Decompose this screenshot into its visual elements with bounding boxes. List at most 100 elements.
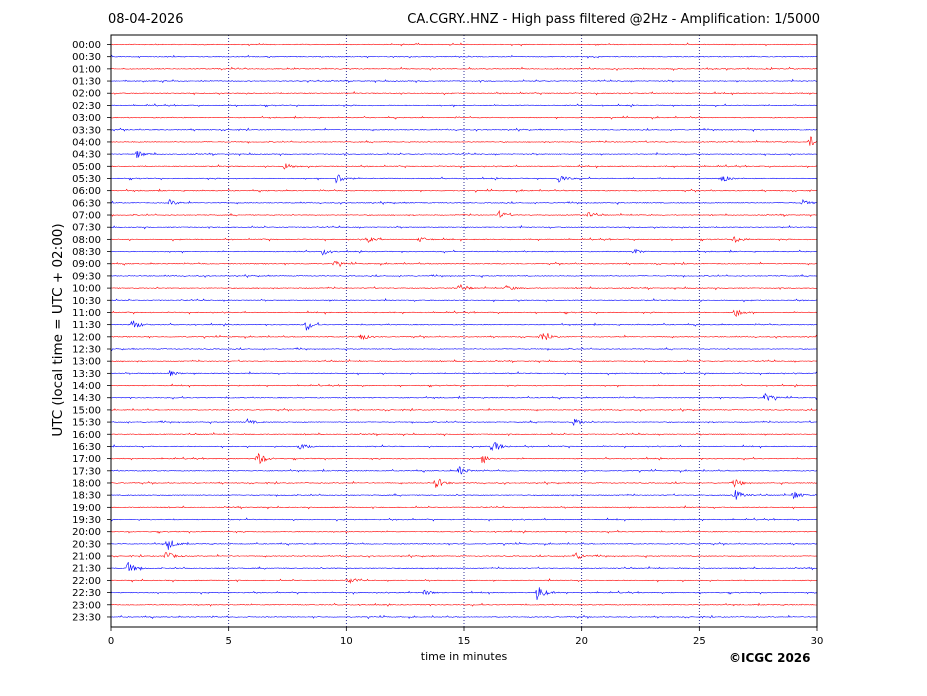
y-tick-label: 23:30 xyxy=(72,612,101,623)
trace-1530 xyxy=(110,418,818,427)
y-tick-label: 14:30 xyxy=(72,393,101,404)
trace-0400 xyxy=(110,136,818,146)
x-tick-label: 30 xyxy=(811,636,824,647)
x-tick-label: 20 xyxy=(575,636,588,647)
y-tick-label: 07:00 xyxy=(72,211,101,222)
y-tick-label: 00:00 xyxy=(72,40,101,51)
x-tick-label: 25 xyxy=(693,636,706,647)
trace-1330 xyxy=(110,370,818,377)
trace-2000 xyxy=(110,529,818,534)
y-tick-label: 09:00 xyxy=(72,259,101,270)
copyright-label: ©ICGC 2026 xyxy=(729,651,811,665)
y-tick-label: 19:00 xyxy=(72,503,101,514)
y-tick-label: 13:00 xyxy=(72,357,101,368)
trace-0130 xyxy=(110,78,818,84)
trace-0830 xyxy=(110,248,818,256)
y-tick-label: 11:00 xyxy=(72,308,101,319)
trace-1400 xyxy=(110,383,818,388)
trace-1200 xyxy=(111,333,818,341)
y-tick-label: 20:00 xyxy=(72,527,101,538)
trace-0030 xyxy=(110,54,818,59)
y-tick-label: 19:30 xyxy=(72,515,101,526)
trace-0000 xyxy=(110,42,818,47)
trace-0930 xyxy=(110,273,818,279)
y-tick-label: 06:00 xyxy=(72,186,101,197)
trace-1630 xyxy=(110,442,817,452)
y-tick-label: 08:30 xyxy=(72,247,101,258)
y-tick-label: 04:00 xyxy=(72,137,101,148)
trace-1900 xyxy=(111,505,818,510)
trace-0800 xyxy=(110,236,818,243)
y-tick-label: 01:00 xyxy=(72,64,101,75)
trace-1230 xyxy=(110,347,818,352)
trace-2300 xyxy=(110,602,817,607)
x-tick-label: 5 xyxy=(225,636,231,647)
y-tick-label: 02:30 xyxy=(72,101,101,112)
trace-0230 xyxy=(110,103,817,108)
trace-0300 xyxy=(110,115,818,120)
trace-1130 xyxy=(110,320,818,331)
trace-2130 xyxy=(110,561,818,572)
y-tick-label: 09:30 xyxy=(72,271,101,282)
x-axis-label: time in minutes xyxy=(420,650,508,663)
trace-0530 xyxy=(110,174,818,184)
trace-2200 xyxy=(110,578,818,584)
trace-1830 xyxy=(110,489,818,500)
trace-0100 xyxy=(110,66,818,72)
x-tick-label: 15 xyxy=(458,636,471,647)
y-tick-label: 23:00 xyxy=(72,600,101,611)
trace-1100 xyxy=(110,309,818,318)
trace-1500 xyxy=(110,407,818,413)
y-tick-label: 03:00 xyxy=(72,113,101,124)
y-tick-label: 16:00 xyxy=(72,430,101,441)
y-tick-label: 16:30 xyxy=(72,442,101,453)
x-tick-label: 0 xyxy=(108,636,114,647)
y-tick-label: 10:00 xyxy=(72,284,101,295)
y-tick-label: 22:00 xyxy=(72,576,101,587)
y-tick-label: 15:00 xyxy=(72,405,101,416)
trace-0430 xyxy=(110,150,818,159)
trace-2230 xyxy=(110,587,818,601)
y-tick-label: 15:30 xyxy=(72,418,101,429)
trace-1300 xyxy=(110,359,818,364)
y-tick-label: 04:30 xyxy=(72,150,101,161)
trace-1030 xyxy=(110,298,818,303)
y-tick-label: 12:00 xyxy=(72,332,101,343)
y-tick-label: 18:30 xyxy=(72,491,101,502)
trace-1800 xyxy=(110,478,818,488)
trace-0730 xyxy=(110,224,817,230)
trace-2030 xyxy=(111,540,818,550)
trace-0700 xyxy=(110,209,818,218)
y-tick-label: 10:30 xyxy=(72,296,101,307)
y-tick-label: 05:30 xyxy=(72,174,101,185)
y-tick-label: 22:30 xyxy=(72,588,101,599)
trace-2330 xyxy=(110,614,818,620)
y-tick-label: 00:30 xyxy=(72,52,101,63)
y-tick-label: 21:30 xyxy=(72,564,101,575)
y-tick-label: 11:30 xyxy=(72,320,101,331)
trace-0900 xyxy=(111,260,818,268)
trace-2100 xyxy=(110,551,817,560)
y-tick-label: 17:00 xyxy=(72,454,101,465)
y-tick-label: 08:00 xyxy=(72,235,101,246)
y-tick-label: 03:30 xyxy=(72,125,101,136)
y-tick-label: 07:30 xyxy=(72,223,101,234)
y-tick-label: 17:30 xyxy=(72,466,101,477)
trace-1730 xyxy=(110,466,818,475)
y-tick-label: 02:00 xyxy=(72,89,101,100)
y-tick-label: 18:00 xyxy=(72,478,101,489)
plot-frame xyxy=(110,34,818,628)
trace-0600 xyxy=(110,188,818,193)
date-label: 08-04-2026 xyxy=(108,12,184,27)
chart-title: CA.CGRY..HNZ - High pass filtered @2Hz -… xyxy=(407,12,820,27)
trace-0200 xyxy=(110,91,818,96)
y-tick-label: 01:30 xyxy=(72,77,101,88)
y-tick-label: 13:30 xyxy=(72,369,101,380)
trace-0330 xyxy=(110,127,818,132)
trace-1600 xyxy=(110,432,818,437)
trace-1000 xyxy=(110,284,818,291)
trace-1930 xyxy=(110,517,818,522)
y-tick-label: 05:00 xyxy=(72,162,101,173)
y-tick-label: 12:30 xyxy=(72,345,101,356)
